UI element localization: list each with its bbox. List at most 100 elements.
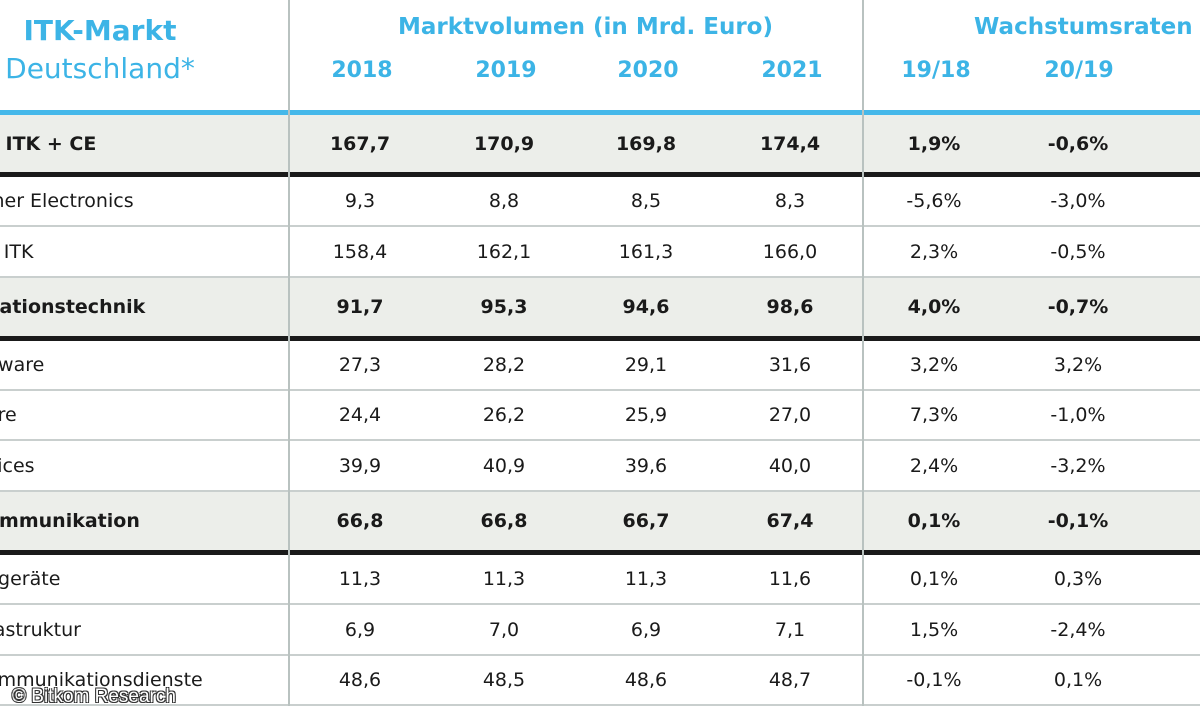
volume-cell-2019: 66,8: [480, 510, 528, 532]
volume-cell-2021: 11,6: [768, 568, 812, 590]
volume-cell-2021: 27,0: [768, 404, 812, 426]
volume-cell-2018: 91,7: [336, 296, 384, 318]
volume-cell-2020: 6,9: [630, 618, 662, 641]
volume-cell-2019: 40,9: [482, 454, 526, 477]
row-label: are: [0, 404, 17, 426]
table-row: dgeräte 11,3 11,3 11,3 11,6 0,1% 0,3% 1: [0, 555, 1200, 605]
volume-cell-2019: 170,9: [473, 132, 535, 155]
growth-cell: 0,3%: [1053, 568, 1103, 590]
growth-cell: -5,6%: [906, 190, 962, 212]
table-row: dware 27,3 28,2 29,1 31,6 3,2% 3,2% 8: [0, 341, 1200, 391]
row-label: ommunikation: [0, 510, 140, 532]
column-header-2020: 2020: [617, 58, 679, 83]
column-header-21-20: 2: [1150, 58, 1200, 83]
growth-cell: -0,1%: [906, 669, 962, 691]
growth-cell: 1: [1150, 492, 1200, 550]
table-title: ITK-Markt Deutschland*: [0, 12, 210, 88]
table-row: vices 39,9 40,9 39,6 40,0 2,4% -3,2% 1: [0, 441, 1200, 492]
growth-cell: -0,6%: [1047, 132, 1109, 155]
growth-cell: 1,5%: [909, 618, 959, 641]
group-header-volume: Marktvolumen (in Mrd. Euro): [398, 14, 773, 40]
volume-cell-2021: 48,7: [768, 669, 812, 691]
growth-cell: 7,3%: [909, 404, 959, 426]
group-header-growth: Wachstumsraten: [974, 14, 1193, 40]
column-header-2019: 2019: [475, 58, 537, 83]
growth-cell: 4: [1150, 278, 1200, 336]
row-label: dware: [0, 354, 45, 376]
volume-cell-2020: 11,3: [624, 568, 668, 590]
volume-cell-2019: 28,2: [482, 354, 526, 376]
volume-cell-2021: 98,6: [766, 296, 814, 318]
row-label: ommunikationsdienste: [0, 669, 203, 691]
volume-cell-2021: 40,0: [768, 454, 812, 477]
growth-cell: 0,1%: [909, 568, 959, 590]
volume-cell-2020: 48,6: [624, 669, 668, 691]
growth-cell: 1: [1150, 441, 1200, 490]
table-row: rastruktur 6,9 7,0 6,9 7,1 1,5% -2,4% 1: [0, 605, 1200, 656]
volume-cell-2018: 24,4: [338, 404, 382, 426]
growth-cell: 2,3%: [909, 240, 959, 263]
table-row-summary: nationstechnik 91,7 95,3 94,6 98,6 4,0% -0,7% 4: [0, 278, 1200, 341]
volume-cell-2019: 95,3: [480, 296, 528, 318]
row-label: mer Electronics: [0, 190, 134, 212]
table-row: mer Electronics 9,3 8,8 8,5 8,3 -5,6% -3,0% -: [0, 177, 1200, 227]
volume-cell-2020: 66,7: [622, 510, 670, 532]
growth-cell: 4,0%: [907, 296, 961, 318]
volume-cell-2019: 7,0: [488, 618, 520, 641]
volume-cell-2020: 8,5: [630, 190, 662, 212]
growth-cell: 4: [1150, 391, 1200, 439]
volume-cell-2018: 158,4: [332, 240, 388, 263]
growth-cell: -0,7%: [1047, 296, 1109, 318]
growth-cell: 3,2%: [909, 354, 959, 376]
growth-cell: -: [1150, 177, 1200, 225]
row-label: vices: [0, 454, 35, 477]
row-label: rastruktur: [0, 618, 81, 641]
column-header-20-19: 20/19: [1044, 58, 1114, 83]
growth-cell: 8: [1150, 341, 1200, 389]
volume-cell-2019: 162,1: [476, 240, 532, 263]
volume-cell-2021: 166,0: [762, 240, 818, 263]
column-header-2021: 2021: [761, 58, 823, 83]
growth-cell: 3,2%: [1053, 354, 1103, 376]
volume-cell-2019: 11,3: [482, 568, 526, 590]
volume-cell-2021: 8,3: [774, 190, 806, 212]
row-label: dgeräte: [0, 568, 61, 590]
header-divider: [0, 110, 1200, 115]
growth-cell: 0,1%: [907, 510, 961, 532]
volume-cell-2020: 161,3: [618, 240, 674, 263]
row-label: e ITK + CE: [0, 132, 97, 155]
table-row: ommunikationsdienste 48,6 48,5 48,6 48,7 -0,1…: [0, 656, 1200, 706]
copyright-watermark: © Bitkom Research: [12, 686, 176, 707]
row-label: nationstechnik: [0, 296, 146, 318]
growth-cell: 1: [1150, 555, 1200, 603]
volume-cell-2018: 6,9: [344, 618, 376, 641]
growth-cell: 2: [1150, 115, 1200, 172]
column-separator: [862, 0, 864, 706]
growth-cell: -0,1%: [1047, 510, 1109, 532]
volume-cell-2021: 174,4: [759, 132, 821, 155]
table-row-summary: ommunikation 66,8 66,8 66,7 67,4 0,1% -0,1% 1: [0, 492, 1200, 555]
growth-cell: 1,9%: [907, 132, 961, 155]
growth-cell: 2,4%: [909, 454, 959, 477]
volume-cell-2021: 7,1: [774, 618, 806, 641]
growth-cell: -1,0%: [1050, 404, 1106, 426]
column-separator: [288, 0, 290, 706]
column-header-19-18: 19/18: [901, 58, 971, 83]
volume-cell-2018: 167,7: [329, 132, 391, 155]
table-header: ITK-Markt Deutschland* Marktvolumen (in …: [0, 0, 1200, 110]
growth-cell: 0,1%: [1053, 669, 1103, 691]
growth-cell: -0,5%: [1050, 240, 1106, 263]
volume-cell-2021: 67,4: [766, 510, 814, 532]
volume-cell-2020: 94,6: [622, 296, 670, 318]
growth-cell: 1: [1150, 605, 1200, 654]
column-header-2018: 2018: [331, 58, 393, 83]
volume-cell-2019: 8,8: [488, 190, 520, 212]
table-row: e ITK 158,4 162,1 161,3 166,0 2,3% -0,5% 2: [0, 227, 1200, 278]
volume-cell-2019: 26,2: [482, 404, 526, 426]
row-label: e ITK: [0, 240, 34, 263]
growth-cell: 0: [1150, 656, 1200, 704]
volume-cell-2018: 48,6: [338, 669, 382, 691]
growth-cell: -3,0%: [1050, 190, 1106, 212]
volume-cell-2019: 48,5: [482, 669, 526, 691]
